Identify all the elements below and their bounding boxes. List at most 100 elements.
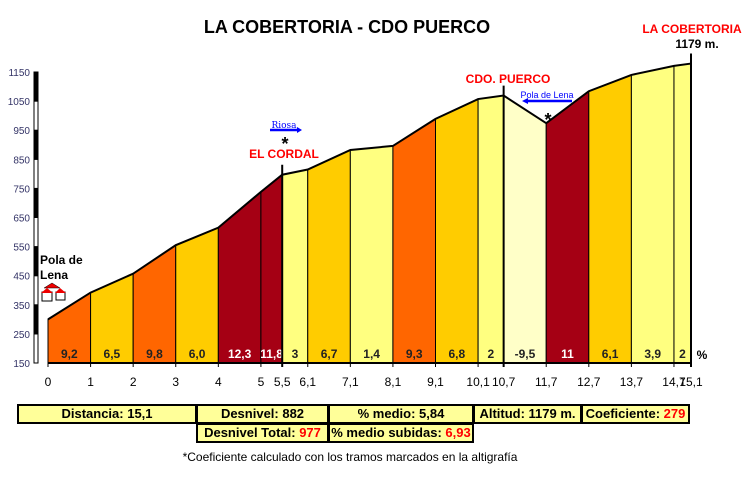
x-tick-label: 1 xyxy=(87,375,94,389)
x-tick-label: 8,1 xyxy=(385,375,402,389)
x-tick-label: 5 xyxy=(258,375,265,389)
profile-segment xyxy=(630,65,675,364)
segment-gradient-label: 9,3 xyxy=(406,347,423,361)
y-tick-label: 850 xyxy=(13,155,30,166)
stat-coefficient: Coeficiente: 279 xyxy=(581,404,690,424)
segment-gradient-label: 9,8 xyxy=(146,347,163,361)
segment-gradient-label: 2 xyxy=(488,347,495,361)
x-tick-label: 6,1 xyxy=(299,375,316,389)
profile-segment xyxy=(260,173,283,364)
riosa-label: Riosa xyxy=(271,121,297,131)
y-axis-band xyxy=(33,100,39,131)
x-tick-label: 0 xyxy=(45,375,52,389)
y-axis-band xyxy=(33,71,39,102)
profile-segment xyxy=(477,94,505,364)
start-label-line2: Lena xyxy=(40,268,68,282)
total-elev-value: 977 xyxy=(299,425,321,440)
house-icon xyxy=(41,291,53,302)
segment-gradient-label: 6,0 xyxy=(189,347,206,361)
y-axis-band xyxy=(33,275,39,306)
y-axis-band xyxy=(33,129,39,160)
profile-segment xyxy=(281,168,309,364)
y-axis-band xyxy=(33,187,39,218)
x-tick-label: 5,5 xyxy=(274,375,291,389)
profile-segment xyxy=(349,145,394,364)
x-tick-label: 2 xyxy=(130,375,137,389)
profile-segment xyxy=(673,62,692,364)
y-axis-band xyxy=(33,217,39,248)
y-tick-label: 350 xyxy=(13,301,30,312)
footnote: *Coeficiente calculado con los tramos ma… xyxy=(182,450,518,464)
x-tick-label: 15,1 xyxy=(679,375,703,389)
percent-label: % xyxy=(697,348,708,362)
summit-altitude: 1179 m. xyxy=(675,37,718,51)
profile-segment xyxy=(503,94,547,364)
house-icon xyxy=(41,288,53,293)
segment-gradient-label: 11,8 xyxy=(260,347,283,361)
coef-label: Coeficiente: xyxy=(585,406,664,421)
y-axis-band xyxy=(33,304,39,335)
profile-chart: LA COBERTORIA - CDO PUERCO 1 5 0 250 350 450 55… xyxy=(8,17,742,389)
elevation-text: Desnivel: 882 xyxy=(220,406,305,421)
stat-altitude: Altitud: 1179 m. xyxy=(473,404,582,424)
segment-gradient-label: 2 xyxy=(679,347,686,361)
profile-segment xyxy=(307,149,351,364)
x-tick-label: 11,7 xyxy=(535,375,558,389)
x-tick-label: 13,7 xyxy=(620,375,644,389)
profile-segment xyxy=(175,226,219,364)
x-tick-label: 12,7 xyxy=(577,375,601,389)
segment-gradient-label: 3,9 xyxy=(644,347,661,361)
house-icon xyxy=(43,282,61,289)
descent-marker: * xyxy=(544,110,551,130)
y-axis-band xyxy=(33,246,39,277)
y-tick-label: 250 xyxy=(13,330,30,341)
segment-gradient-label: 1,4 xyxy=(363,347,380,361)
y-tick-label: 750 xyxy=(13,184,30,195)
start-label-line1: Pola de xyxy=(40,253,83,267)
stat-total-elevation: Desnivel Total: 977 xyxy=(196,423,329,443)
x-tick-label: 10,7 xyxy=(492,375,516,389)
stat-elevation: Desnivel: 882 xyxy=(196,404,329,424)
altitude-text: Altitud: 1179 m. xyxy=(479,406,576,421)
profile-segment xyxy=(132,244,177,364)
x-tick-label: 7,1 xyxy=(342,375,359,389)
y-axis-band xyxy=(33,158,39,189)
y-tick-label: 450 xyxy=(13,272,30,283)
el-cordal-label: EL CORDAL xyxy=(249,147,319,161)
stat-average: % medio: 5,84 xyxy=(328,404,474,424)
total-elev-label: Desnivel Total: xyxy=(204,425,300,440)
segment-gradient-label: 6,8 xyxy=(448,347,465,361)
x-tick-label: 9,1 xyxy=(427,375,444,389)
profile-segment xyxy=(392,117,437,364)
segment-gradient-label: 3 xyxy=(292,347,299,361)
segment-gradient-label: 6,1 xyxy=(602,347,619,361)
pola-de-lena-arrow-label: Pola de Lena xyxy=(520,90,573,100)
profile-segment xyxy=(217,190,262,364)
x-tick-label: 14,7 xyxy=(662,375,686,389)
y-axis-band xyxy=(33,333,39,364)
segment-gradient-label: 12,3 xyxy=(228,347,252,361)
pola-arrow-icon xyxy=(522,98,528,104)
y-tick-label: 1150 xyxy=(8,68,30,79)
x-tick-label: 3 xyxy=(172,375,179,389)
segment-gradient-label: 11 xyxy=(561,347,574,361)
summit-label: LA COBERTORIA xyxy=(642,22,742,36)
profile-segment xyxy=(545,90,590,364)
profile-segment xyxy=(588,74,632,364)
y-tick-label: 550 xyxy=(13,243,30,254)
chart-title: LA COBERTORIA - CDO PUERCO xyxy=(204,17,490,37)
segment-gradient-label: -9,5 xyxy=(515,347,536,361)
y-tick-label: 950 xyxy=(13,126,30,137)
segment-gradient-label: 6,7 xyxy=(321,347,338,361)
riosa-arrow-icon xyxy=(297,127,302,133)
y-tick-label: 650 xyxy=(13,214,30,225)
x-tick-label: 4 xyxy=(215,375,222,389)
climb-avg-label: % medio subidas: xyxy=(331,425,446,440)
house-icon xyxy=(55,291,66,301)
segment-gradient-label: 6,5 xyxy=(104,347,121,361)
house-icon xyxy=(55,288,66,293)
cdo-puerco-label: CDO. PUERCO xyxy=(466,72,551,86)
average-text: % medio: 5,84 xyxy=(357,406,445,421)
x-tick-label: 10,1 xyxy=(466,375,490,389)
